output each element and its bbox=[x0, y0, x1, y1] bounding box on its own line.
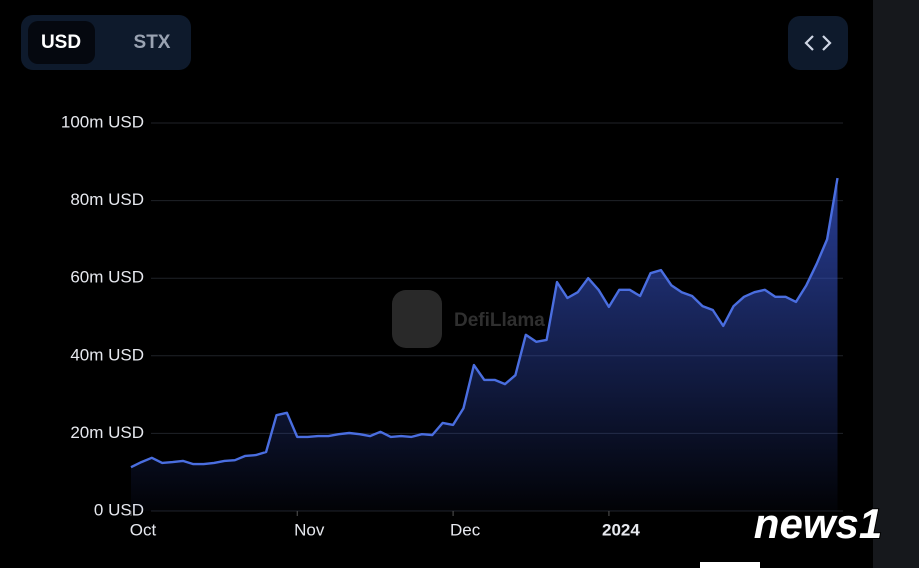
watermark-logo bbox=[392, 290, 442, 348]
y-tick-label: 100m USD bbox=[61, 112, 144, 131]
watermark-text: DefiLlama bbox=[454, 310, 545, 331]
y-tick-label: 20m USD bbox=[70, 423, 144, 442]
source-logo: news1 bbox=[700, 499, 883, 568]
logo-text: news1 bbox=[754, 500, 882, 547]
y-tick-label: 80m USD bbox=[70, 190, 144, 209]
y-tick-label: 40m USD bbox=[70, 345, 144, 364]
toggle-selected bbox=[28, 21, 95, 64]
x-tick-label: 2024 bbox=[602, 520, 640, 539]
watermark: DefiLlama bbox=[392, 290, 545, 348]
x-tick-label: Nov bbox=[294, 520, 325, 539]
x-tick-label: Dec bbox=[450, 520, 481, 539]
x-tick-label: Oct bbox=[130, 520, 157, 539]
y-tick-label: 60m USD bbox=[70, 268, 144, 287]
embed-icon bbox=[804, 35, 832, 51]
embed-button[interactable] bbox=[788, 16, 848, 70]
side-strip bbox=[873, 0, 919, 568]
toggle-stx[interactable]: STX bbox=[134, 32, 171, 53]
toggle-usd[interactable]: USD bbox=[41, 32, 81, 53]
area-fill bbox=[131, 178, 838, 511]
logo-bar bbox=[700, 562, 760, 568]
series-line bbox=[130, 177, 839, 469]
